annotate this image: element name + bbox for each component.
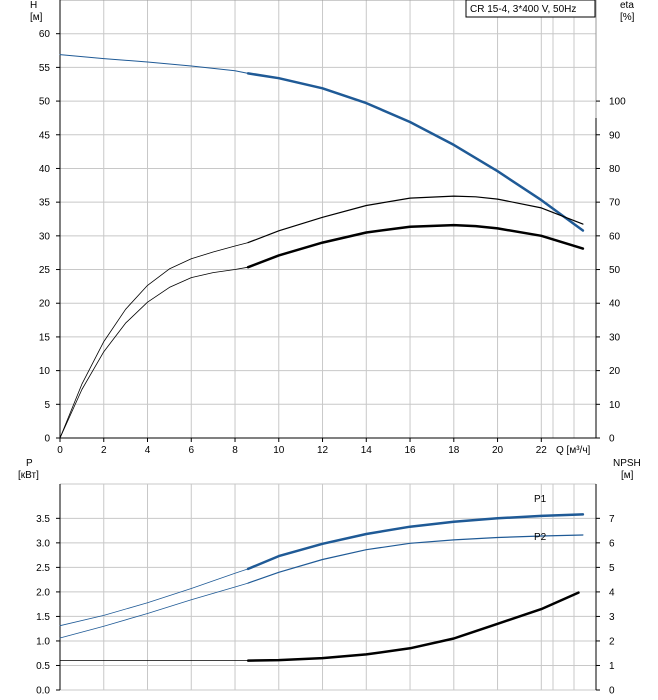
series-line-5 — [246, 591, 580, 662]
y2-tick-label: 0 — [609, 434, 615, 445]
y2-tick-label: 0 — [609, 686, 615, 697]
x-tick-label: 20 — [492, 445, 504, 456]
x-tick-label: 12 — [317, 445, 329, 456]
y-tick-label: 0 — [44, 434, 50, 445]
y2-tick-label: 7 — [609, 514, 615, 525]
plot-frame — [59, 0, 597, 439]
y-axis-label: H — [30, 0, 37, 11]
power-npsh-plot: 0.0 0.5 1.0 1.5 2.0 2.5 3.0 3.5 0 1 2 3 4 5 6 7 P[кВт] NP… — [18, 458, 641, 697]
x-tick-label: 8 — [232, 445, 238, 456]
y2-tick-label: 10 — [609, 400, 621, 411]
y2-tick-label: 4 — [609, 587, 615, 598]
y-tick-label: 0.0 — [36, 686, 50, 697]
y-tick-label: 40 — [39, 164, 51, 175]
y2-tick-label: 20 — [609, 366, 621, 377]
series-line-0 — [59, 568, 249, 627]
x-tick-label: 2 — [101, 445, 107, 456]
y-tick-label: 55 — [39, 63, 51, 74]
y-tick-label: 15 — [39, 332, 51, 343]
series-line-2 — [59, 582, 249, 639]
y2-tick-label: 90 — [609, 130, 621, 141]
y-tick-label: 3.5 — [36, 514, 50, 525]
y-tick-label: 20 — [39, 299, 51, 310]
y-axis-unit: [кВт] — [18, 470, 39, 481]
series-line-0 — [59, 54, 249, 74]
y2-tick-label: 80 — [609, 164, 621, 175]
y-tick-label: 0.5 — [36, 661, 50, 672]
x-tick-label: 10 — [273, 445, 285, 456]
x-tick-label: 14 — [361, 445, 373, 456]
series-line-1 — [246, 513, 585, 571]
x-tick-label: 22 — [536, 445, 548, 456]
y2-axis-unit: [%] — [620, 12, 635, 23]
y-tick-label: 60 — [39, 29, 51, 40]
y-tick-label: 1.5 — [36, 612, 50, 623]
y-tick-label: 50 — [39, 97, 51, 108]
y-tick-label: 35 — [39, 198, 51, 209]
y2-tick-label: 2 — [609, 636, 615, 647]
y2-axis-label: NPSH — [613, 458, 641, 469]
y-tick-label: 45 — [39, 130, 51, 141]
series-line-4 — [59, 266, 249, 439]
y-tick-label: 2.5 — [36, 563, 50, 574]
y-tick-label: 30 — [39, 231, 51, 242]
y2-tick-label: 30 — [609, 332, 621, 343]
y-tick-label: 1.0 — [36, 636, 50, 647]
y2-tick-label: 1 — [609, 661, 615, 672]
y-tick-label: 2.0 — [36, 587, 50, 598]
series-label-p1: P1 — [534, 494, 547, 505]
series-line-3 — [247, 195, 584, 244]
y2-tick-label: 60 — [609, 231, 621, 242]
y2-tick-label: 3 — [609, 612, 615, 623]
y-axis-unit: [м] — [30, 12, 43, 23]
title-box — [465, 0, 596, 18]
y-tick-label: 25 — [39, 265, 51, 276]
series-line-2 — [59, 242, 249, 439]
head-efficiency-plot: 0510152025303540455055600102030405060708… — [30, 0, 635, 456]
y2-tick-label: 50 — [609, 265, 621, 276]
x-tick-label: 0 — [57, 445, 63, 456]
y2-tick-label: 100 — [609, 97, 626, 108]
x-tick-label: 16 — [404, 445, 416, 456]
series-line-5 — [246, 223, 585, 269]
y2-axis-unit: [м] — [621, 470, 634, 481]
y-tick-label: 5 — [44, 400, 50, 411]
chart-title: CR 15-4, 3*400 V, 50Hz — [470, 4, 576, 15]
y2-tick-label: 70 — [609, 198, 621, 209]
x-tick-label: 4 — [145, 445, 151, 456]
y2-axis-label: eta — [620, 0, 634, 11]
series-label-p2: P2 — [534, 532, 547, 543]
x-axis-label: Q [м³/ч] — [556, 445, 591, 456]
series-line-3 — [247, 534, 584, 584]
y2-tick-label: 40 — [609, 299, 621, 310]
y-tick-label: 3.0 — [36, 538, 50, 549]
y2-tick-label: 5 — [609, 563, 615, 574]
y-tick-label: 10 — [39, 366, 51, 377]
series-line-1 — [246, 72, 585, 232]
x-tick-label: 6 — [188, 445, 194, 456]
x-tick-label: 18 — [448, 445, 460, 456]
y2-tick-label: 6 — [609, 538, 615, 549]
y-axis-label: P — [26, 458, 33, 469]
